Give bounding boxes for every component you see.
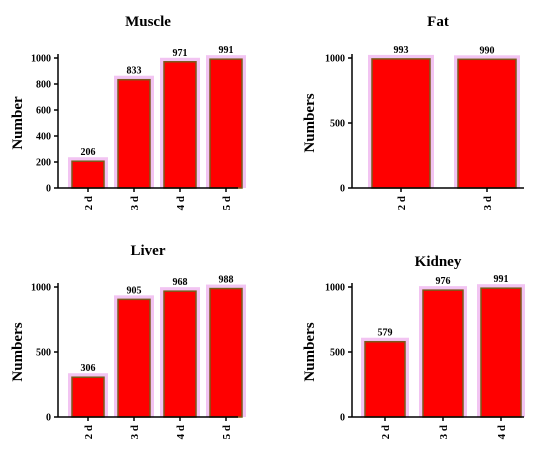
y-tick-label: 0: [46, 184, 51, 195]
bar-3d: [422, 289, 464, 418]
data-label: 991: [494, 274, 509, 285]
y-axis-label: Number: [10, 96, 26, 150]
y-axis-label: Numbers: [10, 322, 26, 381]
data-label: 971: [173, 48, 188, 59]
bar-2d: [71, 160, 105, 189]
y-tick-label: 1000: [325, 283, 345, 294]
y-tick-label: 400: [36, 132, 51, 143]
panel-kidney: Kidney Numbers 579 2 d 976 3 d 991 4 d 0 500 1000: [302, 254, 525, 439]
panel-fat: Fat Numbers 993 2 d 990 3 d 0 500 1000: [302, 14, 524, 210]
y-tick-label: 0: [340, 184, 345, 195]
x-tick-label: 3 d: [438, 425, 450, 439]
data-label: 905: [127, 285, 142, 296]
x-tick-label: 3 d: [129, 425, 141, 439]
y-tick-label: 500: [330, 119, 345, 130]
chart-title: Muscle: [125, 14, 171, 30]
y-tick-label: 1000: [325, 54, 345, 65]
x-tick-label: 4 d: [175, 196, 187, 210]
x-tick-label: 3 d: [129, 196, 141, 210]
data-label: 306: [81, 363, 96, 374]
y-tick-label: 600: [36, 106, 51, 117]
x-tick-label: 5 d: [221, 196, 233, 210]
data-label: 993: [394, 45, 409, 56]
x-tick-label: 2 d: [396, 196, 408, 210]
data-label: 206: [81, 147, 96, 158]
x-tick-label: 2 d: [380, 425, 392, 439]
data-label: 991: [219, 45, 234, 56]
y-tick-label: 800: [36, 80, 51, 91]
data-label: 833: [127, 66, 142, 77]
bar-3d: [117, 298, 151, 418]
bar-2d: [71, 376, 105, 418]
y-tick-label: 500: [330, 348, 345, 359]
bar-3d: [457, 58, 517, 189]
data-label: 990: [480, 45, 495, 56]
data-label: 988: [219, 275, 234, 286]
chart-title: Liver: [131, 243, 166, 259]
y-tick-label: 1000: [31, 54, 51, 65]
x-tick-label: 3 d: [482, 196, 494, 210]
y-axis-label: Numbers: [302, 322, 318, 381]
bar-4d: [480, 287, 522, 418]
bar-5d: [209, 287, 243, 418]
bar-2d: [371, 58, 431, 189]
y-axis-label: Numbers: [302, 93, 318, 152]
bar-4d: [163, 61, 197, 189]
x-tick-label: 4 d: [175, 425, 187, 439]
panel-muscle: Muscle Number 206 2 d 833 3 d 971 4 d 991 5 d 0 200…: [10, 14, 246, 210]
data-label: 579: [378, 328, 393, 339]
chart-title: Fat: [427, 14, 449, 30]
x-tick-label: 4 d: [496, 425, 508, 439]
y-tick-label: 0: [340, 413, 345, 424]
y-tick-label: 500: [36, 348, 51, 359]
x-tick-label: 5 d: [221, 425, 233, 439]
data-label: 968: [173, 277, 188, 288]
y-tick-label: 1000: [31, 283, 51, 294]
bar-3d: [117, 78, 151, 189]
y-tick-label: 0: [46, 413, 51, 424]
panel-liver: Liver Numbers 306 2 d 905 3 d 968 4 d 988 5 d 0 500…: [10, 243, 246, 439]
chart-title: Kidney: [415, 254, 462, 270]
data-label: 976: [436, 276, 451, 287]
x-tick-label: 2 d: [83, 425, 95, 439]
bar-4d: [163, 290, 197, 418]
bar-2d: [364, 340, 406, 418]
y-tick-label: 200: [36, 158, 51, 169]
x-tick-label: 2 d: [83, 196, 95, 210]
bar-5d: [209, 58, 243, 189]
